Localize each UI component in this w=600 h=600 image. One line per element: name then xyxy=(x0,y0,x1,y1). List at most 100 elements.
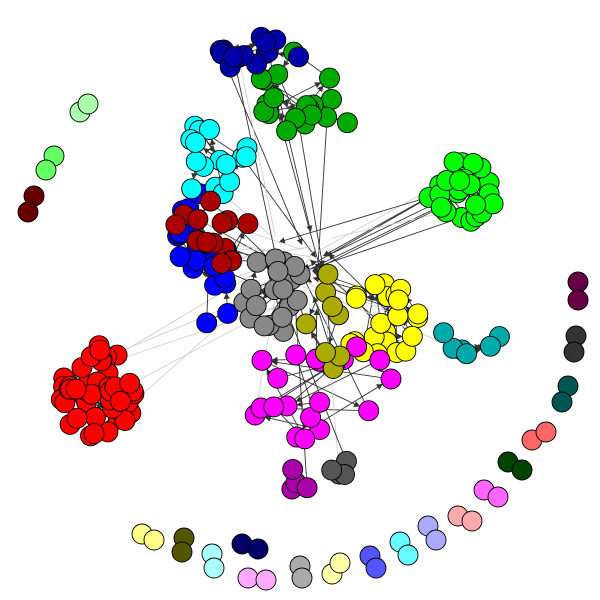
graph-node xyxy=(196,312,218,334)
graph-node xyxy=(321,296,343,317)
graph-node xyxy=(169,246,191,268)
edge xyxy=(295,359,380,402)
graph-node xyxy=(387,289,409,311)
graph-node xyxy=(65,378,87,400)
edge xyxy=(292,269,399,317)
graph-node xyxy=(479,335,501,357)
graph-node xyxy=(181,178,203,200)
edge xyxy=(275,275,463,351)
graph-node xyxy=(119,372,141,394)
graph-node xyxy=(397,544,419,566)
graph-node xyxy=(219,171,241,193)
graph-node xyxy=(401,325,423,347)
graph-node xyxy=(358,400,380,422)
edge xyxy=(221,53,303,246)
graph-node xyxy=(254,31,276,53)
graph-node xyxy=(567,289,589,311)
graph-node xyxy=(319,67,340,89)
graph-node xyxy=(237,567,259,589)
edge xyxy=(254,278,279,416)
graph-node xyxy=(285,344,307,366)
graph-node xyxy=(295,313,317,335)
graph-node xyxy=(196,231,218,253)
graph-node xyxy=(317,263,339,285)
node-layer xyxy=(17,26,589,591)
graph-node xyxy=(291,567,313,589)
graph-node xyxy=(346,336,368,358)
graph-node xyxy=(465,194,486,216)
graph-node xyxy=(282,458,304,480)
graph-node xyxy=(200,190,221,212)
graph-node xyxy=(185,150,207,172)
graph-node xyxy=(315,342,336,364)
graph-node xyxy=(247,538,269,560)
graph-node xyxy=(66,407,88,429)
graph-node xyxy=(369,349,391,371)
graph-node xyxy=(263,396,285,418)
graph-node xyxy=(425,529,447,551)
graph-node xyxy=(511,459,533,481)
graph-node xyxy=(535,421,557,443)
graph-node xyxy=(487,486,509,508)
graph-node xyxy=(276,120,298,142)
graph-node xyxy=(251,349,273,371)
edge xyxy=(324,295,340,475)
graph-node xyxy=(109,390,131,412)
graph-node xyxy=(288,46,310,68)
graph-node xyxy=(187,208,209,230)
graph-node xyxy=(336,112,358,134)
graph-node xyxy=(237,213,259,235)
graph-node xyxy=(171,541,193,563)
graph-node xyxy=(321,88,342,110)
graph-node xyxy=(17,201,39,223)
graph-node xyxy=(364,274,386,296)
edge xyxy=(233,56,283,283)
graph-node xyxy=(567,271,589,293)
graph-node xyxy=(456,343,478,365)
graph-node xyxy=(211,212,233,234)
graph-node xyxy=(165,214,187,236)
graph-node xyxy=(263,87,285,109)
graph-node xyxy=(143,529,165,551)
graph-node xyxy=(215,153,237,175)
graph-node xyxy=(246,251,268,273)
graph-node xyxy=(272,278,294,300)
graph-node xyxy=(433,322,455,344)
edge xyxy=(312,206,442,272)
graph-node xyxy=(83,423,105,445)
graph-node xyxy=(267,260,289,282)
graph-node xyxy=(309,391,331,413)
graph-node xyxy=(185,132,206,153)
graph-node xyxy=(462,152,484,174)
graph-node xyxy=(199,119,220,140)
graph-node xyxy=(235,146,257,168)
graph-node xyxy=(449,170,471,192)
graph-node xyxy=(217,302,239,324)
graph-node xyxy=(345,287,367,309)
graph-node xyxy=(563,341,585,363)
graph-node xyxy=(380,368,402,390)
graph-node xyxy=(329,552,351,574)
graph-node xyxy=(430,196,452,218)
graph-node xyxy=(482,193,504,215)
graph-node xyxy=(551,391,573,413)
graph-node xyxy=(223,46,245,68)
graph-node xyxy=(35,159,57,181)
edge xyxy=(300,272,370,411)
graph-node xyxy=(461,510,483,532)
graph-node xyxy=(253,315,275,337)
graph-node xyxy=(321,459,343,481)
graph-node xyxy=(245,295,267,317)
edge xyxy=(297,119,325,267)
graph-node xyxy=(267,367,289,389)
graph-node xyxy=(271,306,293,328)
graph-node xyxy=(203,557,225,579)
graph-node xyxy=(89,339,111,361)
graph-node xyxy=(77,93,99,115)
graph-node xyxy=(365,557,387,579)
graph-node xyxy=(407,303,429,325)
graph-node xyxy=(294,428,316,450)
graph-node xyxy=(211,252,233,274)
edge xyxy=(331,211,447,239)
